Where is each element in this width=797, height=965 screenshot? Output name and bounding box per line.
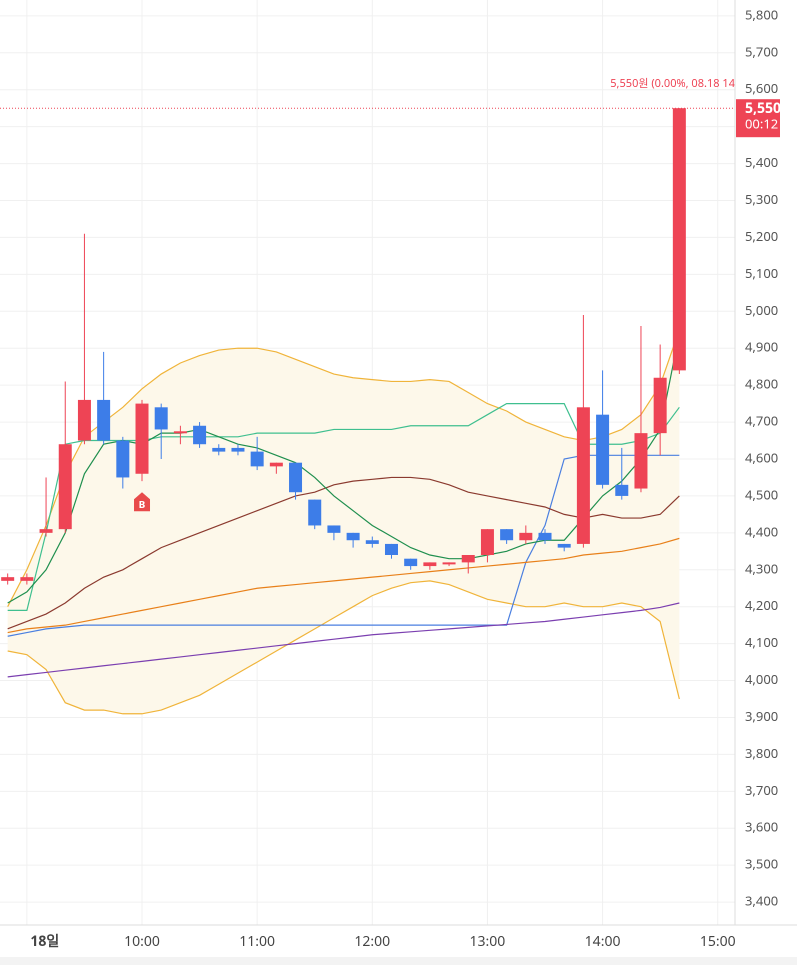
- y-tick-label: 3,900: [745, 707, 778, 725]
- y-tick-label: 4,300: [745, 559, 778, 577]
- x-tick-label: 13:00: [470, 932, 506, 951]
- x-tick-label: 10:00: [124, 932, 160, 951]
- candle-body: [615, 484, 629, 496]
- candle-body: [327, 525, 341, 533]
- candle-body: [269, 462, 283, 467]
- y-tick-label: 4,500: [745, 485, 778, 503]
- candle-body: [672, 108, 686, 371]
- y-tick-label: 3,400: [745, 892, 778, 910]
- band-fill: [7, 329, 680, 714]
- candle-body: [250, 451, 264, 467]
- y-tick-label: 4,800: [745, 375, 778, 393]
- y-tick-label: 5,600: [745, 79, 778, 97]
- y-tick-label: 5,000: [745, 301, 778, 319]
- y-tick-label: 4,700: [745, 412, 778, 430]
- candle-body: [404, 558, 418, 567]
- candle-body: [480, 529, 494, 555]
- candle-body: [538, 532, 552, 541]
- signal-marker: [134, 492, 151, 512]
- candle-body: [97, 399, 111, 441]
- candle-body: [634, 433, 648, 489]
- candle-body: [116, 440, 130, 478]
- candle-body: [653, 377, 667, 434]
- candle-body: [576, 407, 590, 544]
- overlay-line: [7, 476, 680, 630]
- candle-body: [193, 425, 207, 445]
- x-tick-label: 11:00: [239, 932, 275, 951]
- y-tick-label: 4,100: [745, 633, 778, 651]
- candle-body: [346, 532, 360, 541]
- overlay-line: [7, 329, 680, 607]
- y-tick-label: 3,700: [745, 781, 778, 799]
- y-tick-label: 5,700: [745, 42, 778, 60]
- signal-label: B: [139, 497, 146, 511]
- last-price-box: [736, 99, 780, 138]
- candle-body: [173, 431, 187, 434]
- candle-body: [519, 532, 533, 541]
- candle-body: [154, 407, 168, 430]
- bottom-strip: [0, 957, 797, 965]
- y-tick-label: 4,000: [745, 670, 778, 688]
- y-tick-label: 5,400: [745, 153, 778, 171]
- overlay-line: [7, 580, 680, 715]
- candle-body: [557, 543, 571, 548]
- y-tick-label: 4,600: [745, 448, 778, 466]
- y-tick-label: 3,800: [745, 744, 778, 762]
- y-tick-label: 4,900: [745, 338, 778, 356]
- x-tick-label: 12:00: [354, 932, 390, 951]
- candle-body: [20, 577, 34, 581]
- y-tick-label: 4,200: [745, 596, 778, 614]
- candle-body: [308, 499, 322, 526]
- candle-body: [500, 529, 514, 541]
- y-tick-label: 5,200: [745, 227, 778, 245]
- candle-body: [289, 462, 303, 493]
- overlay-line: [7, 602, 680, 678]
- candle-body: [212, 447, 226, 452]
- candle-body: [442, 562, 456, 565]
- y-tick-label: 3,600: [745, 818, 778, 836]
- y-tick-label: 5,300: [745, 190, 778, 208]
- candle-body: [384, 543, 398, 555]
- candle-body: [77, 399, 91, 441]
- overlay-line: [7, 537, 680, 634]
- candle-body: [365, 540, 379, 544]
- candle-body: [231, 447, 245, 452]
- candle-body: [58, 444, 72, 530]
- last-price-label: 5,550: [745, 99, 781, 118]
- x-tick-label: 18일: [30, 932, 59, 951]
- candle-body: [1, 577, 15, 581]
- y-tick-label: 5,800: [745, 5, 778, 23]
- countdown: 00:12: [745, 115, 778, 133]
- last-price-annotation: 5,550원 (0.00%, 08.18 14: [610, 76, 735, 91]
- candle-body: [596, 414, 610, 485]
- candle-body: [39, 529, 53, 533]
- candle-body: [461, 555, 475, 563]
- candle-body: [135, 403, 149, 474]
- y-tick-label: 4,400: [745, 522, 778, 540]
- y-tick-label: 5,100: [745, 264, 778, 282]
- x-tick-label: 15:00: [700, 932, 736, 951]
- candle-body: [423, 562, 437, 567]
- x-tick-label: 14:00: [585, 932, 621, 951]
- y-tick-label: 3,500: [745, 855, 778, 873]
- overlay-line: [7, 454, 680, 637]
